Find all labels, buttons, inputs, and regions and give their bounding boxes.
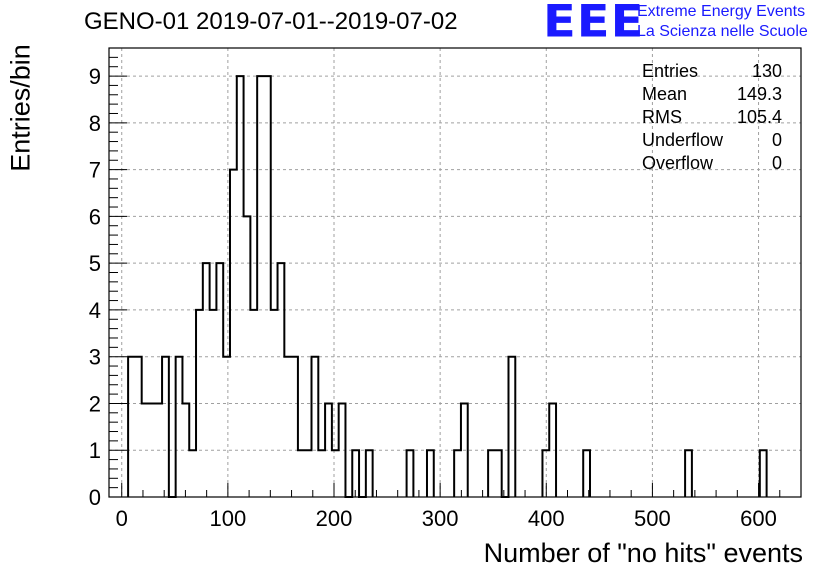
histogram-bin (128, 357, 135, 497)
x-tick-label: 0 (116, 506, 128, 531)
histogram-bin (332, 450, 339, 497)
histogram-bin (135, 357, 142, 497)
stats-label-entries: Entries (642, 61, 699, 81)
histogram-bin (461, 403, 468, 497)
histogram-bin (284, 357, 291, 497)
stats-label-underflow: Underflow (642, 130, 724, 150)
histogram-bin (196, 310, 203, 497)
histogram-bin (176, 357, 183, 497)
histogram-bin (264, 76, 271, 497)
logo-line-2: La Scienza nelle Scuole (637, 23, 808, 40)
histogram-bin (488, 450, 495, 497)
y-tick-label: 4 (89, 298, 101, 323)
histogram-bin (427, 450, 434, 497)
stats-box: Entries 130 Mean 149.3 RMS 105.4 Underfl… (642, 60, 782, 175)
x-tick-label: 500 (634, 506, 671, 531)
histogram-bin (583, 450, 590, 497)
x-tick-label: 600 (740, 506, 777, 531)
chart-title: GENO-01 2019-07-01--2019-07-02 (84, 8, 458, 35)
histogram-bin (495, 450, 502, 497)
histogram-bin (318, 450, 325, 497)
histogram-bin (312, 357, 319, 497)
histogram-bin (366, 450, 373, 497)
histogram-bin (142, 403, 149, 497)
stats-label-rms: RMS (642, 107, 682, 127)
histogram-bin (352, 450, 359, 497)
stats-row-underflow: Underflow 0 (642, 129, 782, 152)
histogram-bin (244, 216, 251, 497)
histogram-bin (162, 357, 169, 497)
x-tick-label: 100 (210, 506, 247, 531)
y-tick-label: 2 (89, 391, 101, 416)
histogram-bin (760, 450, 767, 497)
histogram-bin (210, 310, 217, 497)
histogram-bin (216, 263, 223, 497)
histogram-bin (230, 170, 237, 497)
logo-line-1: Extreme Energy Events (637, 3, 806, 20)
histogram-bin (305, 450, 312, 497)
histogram-bin (508, 357, 515, 497)
histogram-bin (223, 357, 230, 497)
stats-row-rms: RMS 105.4 (642, 106, 782, 129)
histogram-bin (549, 403, 556, 497)
stats-value-mean: 149.3 (736, 84, 782, 104)
histogram-bin (407, 450, 414, 497)
histogram-bin (148, 403, 155, 497)
stats-value-underflow: 0 (771, 130, 782, 150)
histogram-bin (339, 403, 346, 497)
histogram-bin (685, 450, 692, 497)
x-axis-label: Number of "no hits" events (483, 538, 803, 568)
y-tick-label: 9 (89, 64, 101, 89)
stats-row-overflow: Overflow 0 (642, 152, 782, 175)
stats-label-mean: Mean (642, 84, 688, 104)
y-tick-label: 1 (89, 438, 101, 463)
stats-value-rms: 105.4 (736, 107, 782, 127)
histogram-bin (237, 76, 244, 497)
y-tick-label: 0 (89, 485, 101, 510)
histogram-bin (257, 76, 264, 497)
eee-logo-text: Extreme Energy Events La Scienza nelle S… (637, 2, 808, 42)
eee-logo-mark: EEE (543, 0, 645, 48)
y-tick-label: 6 (89, 204, 101, 229)
stats-row-entries: Entries 130 (642, 60, 782, 83)
stats-value-overflow: 0 (771, 153, 782, 173)
histogram-bin (325, 403, 332, 497)
histogram-bin (278, 263, 285, 497)
y-tick-label: 5 (89, 251, 101, 276)
stats-value-entries: 130 (751, 61, 782, 81)
histogram-bin (250, 310, 257, 497)
y-tick-label: 7 (89, 158, 101, 183)
histogram-bin (155, 403, 162, 497)
histogram-bin (454, 450, 461, 497)
y-axis-label: Entries/bin (5, 44, 36, 172)
x-tick-label: 300 (422, 506, 459, 531)
histogram-bin (291, 357, 298, 497)
histogram-bin (298, 450, 305, 497)
histogram-bin (271, 310, 278, 497)
x-tick-label: 200 (316, 506, 353, 531)
stats-row-mean: Mean 149.3 (642, 83, 782, 106)
histogram-bin (203, 263, 210, 497)
histogram-bin (182, 403, 189, 497)
x-tick-label: 400 (528, 506, 565, 531)
y-tick-label: 3 (89, 345, 101, 370)
stats-label-overflow: Overflow (642, 153, 714, 173)
histogram-bin (189, 450, 196, 497)
y-tick-label: 8 (89, 111, 101, 136)
